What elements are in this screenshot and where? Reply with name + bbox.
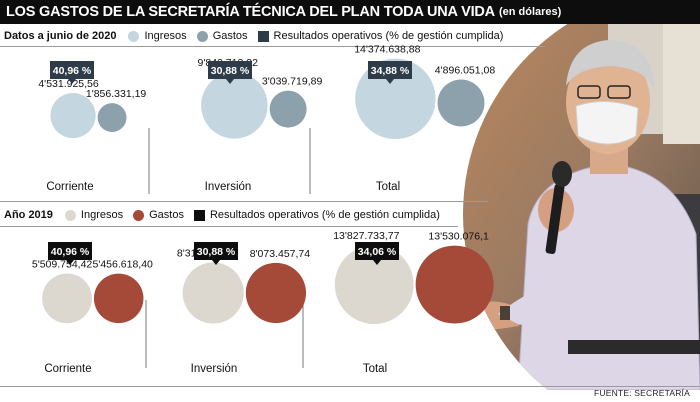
bubble-2019-total-result-label: 34,06 % <box>358 246 397 258</box>
legend-2020-resultados: Resultados operativos (% de gestión cump… <box>257 30 504 42</box>
source-note: FUENTE: SECRETARÍA <box>593 388 690 398</box>
bubble-2019-corriente-result-pointer <box>66 260 74 265</box>
legend-2020-ingresos: Ingresos <box>128 30 187 42</box>
bubble-2019-inversion-result-label: 30,88 % <box>197 246 236 258</box>
bubble-2020-corriente-result-pointer <box>68 79 76 84</box>
bubble-2020-total-gastos <box>437 79 485 127</box>
bubble-2020-corriente-category-label: Corriente <box>46 181 93 193</box>
bubble-2019-total-result-badge <box>355 242 399 260</box>
bubble-2020-corriente-gastos <box>97 103 127 133</box>
bubble-2020-total-gastos-label: 4'896.051,08 <box>435 65 496 77</box>
bubble-2020-inversion-category-label: Inversión <box>205 181 252 193</box>
bubble-2020-inversion-gastos <box>269 90 307 128</box>
bubble-2020-corriente-ingresos-label: 4'531.925,56 <box>38 78 99 90</box>
bubble-2020-inversion-result-label: 30,88 % <box>211 65 250 77</box>
legend-label-resultados: Resultados operativos (% de gestión cump… <box>273 30 504 42</box>
bubble-2019-inversion-gastos <box>245 262 307 324</box>
legend-label-resultados: Resultados operativos (% de gestión cump… <box>209 209 440 221</box>
bubble-2019-corriente-ingresos-label: 5'509.754,42 <box>32 258 93 270</box>
bubble-2020-total-ingresos-label: 14'374.638,88 <box>354 44 420 56</box>
legend-swatch-resultados <box>193 209 205 221</box>
legend-swatch-gastos <box>133 209 145 221</box>
legend-label-gastos: Gastos <box>149 209 184 221</box>
bubble-2019-inversion-result-badge <box>194 242 238 260</box>
bubble-2019-inversion-result-pointer <box>212 260 220 265</box>
bubble-2020-corriente-result-badge <box>50 61 94 79</box>
bubble-2019-inversion-ingresos <box>182 262 244 324</box>
bubble-2019-total-gastos <box>415 245 494 324</box>
bubble-2020-corriente-result-label: 40,96 % <box>53 65 92 77</box>
bubble-2020-total-category-label: Total <box>376 181 400 193</box>
bubble-2019-total-category-label: Total <box>363 363 387 375</box>
bubble-2019-corriente-result-badge <box>48 242 92 260</box>
bubble-2020-total-result-pointer <box>386 79 394 84</box>
bubble-2020-inversion-ingresos <box>201 72 268 139</box>
bubble-2019-total-gastos-label: 13'530.076,1 <box>428 231 489 243</box>
bubble-2019-corriente-result-label: 40,96 % <box>51 246 90 258</box>
bubble-2019-inversion-category-label: Inversión <box>191 363 238 375</box>
legend-swatch-gastos <box>196 30 208 42</box>
bubble-2019-total-result-pointer <box>373 260 381 265</box>
bubble-2019-total-ingresos <box>334 245 414 324</box>
legend-swatch-resultados <box>257 30 269 42</box>
legend-2019-gastos: Gastos <box>133 209 184 221</box>
legend-2020-title: Datos a junio de 2020 <box>4 30 117 42</box>
legend-2019: Año 2019 Ingresos Gastos Resultados oper… <box>0 206 450 224</box>
bubble-2019-total-ingresos-label: 13'827.733,77 <box>333 230 399 242</box>
bubble-2019-corriente-gastos-label: 5'456.618,40 <box>92 259 153 271</box>
title-bar: LOS GASTOS DE LA SECRETARÍA TÉCNICA DEL … <box>0 0 700 24</box>
legend-label-gastos: Gastos <box>212 30 248 42</box>
speaker-photo <box>458 24 700 390</box>
bubble-2020-corriente-ingresos <box>50 92 96 139</box>
bubble-2020-inversion-result-badge <box>208 61 252 79</box>
page-title: LOS GASTOS DE LA SECRETARÍA TÉCNICA DEL … <box>6 4 495 20</box>
legend-swatch-ingresos <box>64 209 76 221</box>
speaker-photo-illustration <box>463 24 700 390</box>
divider-middle <box>0 201 488 202</box>
bubble-2019-corriente-gastos <box>93 273 144 324</box>
legend-label-ingresos: Ingresos <box>80 209 124 221</box>
bubble-2020-total-result-label: 34,88 % <box>371 65 410 77</box>
legend-2020: Datos a junio de 2020 Ingresos Gastos Re… <box>0 27 513 45</box>
divider-bottom-legend <box>0 226 458 227</box>
legend-2019-ingresos: Ingresos <box>64 209 124 221</box>
bubble-2020-total-result-badge <box>368 61 412 79</box>
legend-2019-resultados: Resultados operativos (% de gestión cump… <box>193 209 440 221</box>
legend-label-ingresos: Ingresos <box>144 30 187 42</box>
bubble-2020-inversion-gastos-label: 3'039.719,89 <box>262 76 323 88</box>
legend-2019-title: Año 2019 <box>4 209 53 221</box>
legend-2020-gastos: Gastos <box>196 30 248 42</box>
bubble-2020-corriente-gastos-label: 1'856.331,19 <box>86 88 147 100</box>
divider-top <box>0 46 545 47</box>
bubble-2019-inversion-gastos-label: 8'073.457,74 <box>250 248 311 260</box>
bubble-2020-inversion-result-pointer <box>226 79 234 84</box>
title-unit: (en dólares) <box>498 6 562 18</box>
divider-footer <box>0 386 700 387</box>
bubble-2019-corriente-category-label: Corriente <box>44 363 91 375</box>
bubble-2019-corriente-ingresos <box>42 273 92 324</box>
legend-swatch-ingresos <box>128 30 140 42</box>
